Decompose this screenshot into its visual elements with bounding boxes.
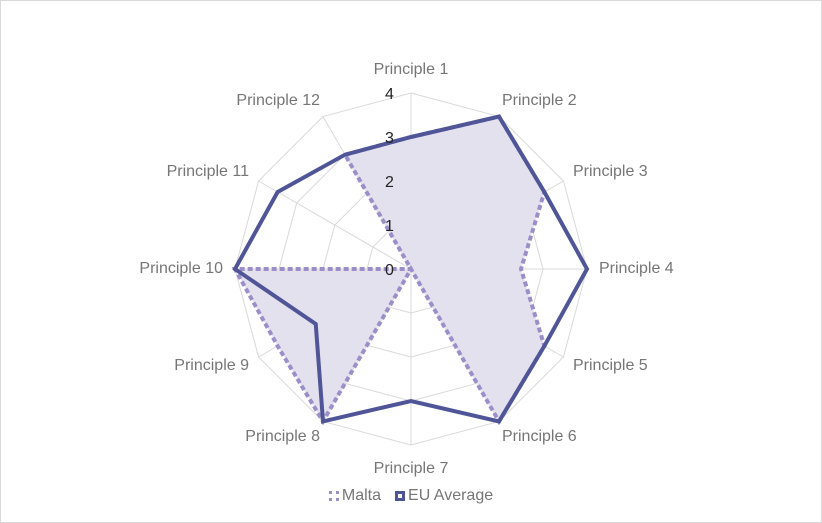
category-label-2: Principle 2 bbox=[502, 92, 577, 109]
grid-spoke bbox=[258, 180, 412, 270]
category-labels: Principle 1 Principle 2 Principle 3 Princip… bbox=[139, 61, 673, 477]
radial-tick-labels: 0 1 2 3 4 bbox=[385, 86, 394, 279]
category-label-5: Principle 5 bbox=[573, 357, 648, 374]
tick-label-4: 4 bbox=[385, 86, 394, 103]
legend-label-eu-average: EU Average bbox=[408, 487, 494, 504]
tick-label-2: 2 bbox=[385, 174, 394, 191]
tick-label-3: 3 bbox=[385, 130, 394, 147]
category-label-10: Principle 10 bbox=[139, 260, 223, 277]
tick-label-1: 1 bbox=[385, 218, 394, 235]
category-label-3: Principle 3 bbox=[573, 163, 648, 180]
eu-average-series bbox=[232, 114, 590, 424]
category-label-8: Principle 8 bbox=[245, 428, 320, 445]
category-label-1: Principle 1 bbox=[374, 61, 449, 78]
category-label-9: Principle 9 bbox=[174, 357, 249, 374]
category-label-11: Principle 11 bbox=[167, 163, 250, 180]
legend: Malta EU Average bbox=[1, 487, 821, 505]
category-label-7: Principle 7 bbox=[374, 460, 449, 477]
legend-entry-malta[interactable]: Malta bbox=[328, 487, 382, 505]
category-label-12: Principle 12 bbox=[236, 92, 320, 109]
malta-area bbox=[235, 116, 545, 422]
category-label-6: Principle 6 bbox=[502, 428, 577, 445]
tick-label-0: 0 bbox=[385, 262, 394, 279]
legend-label-malta: Malta bbox=[341, 487, 382, 504]
legend-swatch-eu-average bbox=[395, 491, 406, 501]
eu-average-line bbox=[232, 114, 590, 424]
category-label-4: Principle 4 bbox=[599, 260, 674, 277]
legend-swatch-malta bbox=[328, 491, 339, 501]
legend-entry-eu-average[interactable]: EU Average bbox=[395, 487, 493, 505]
